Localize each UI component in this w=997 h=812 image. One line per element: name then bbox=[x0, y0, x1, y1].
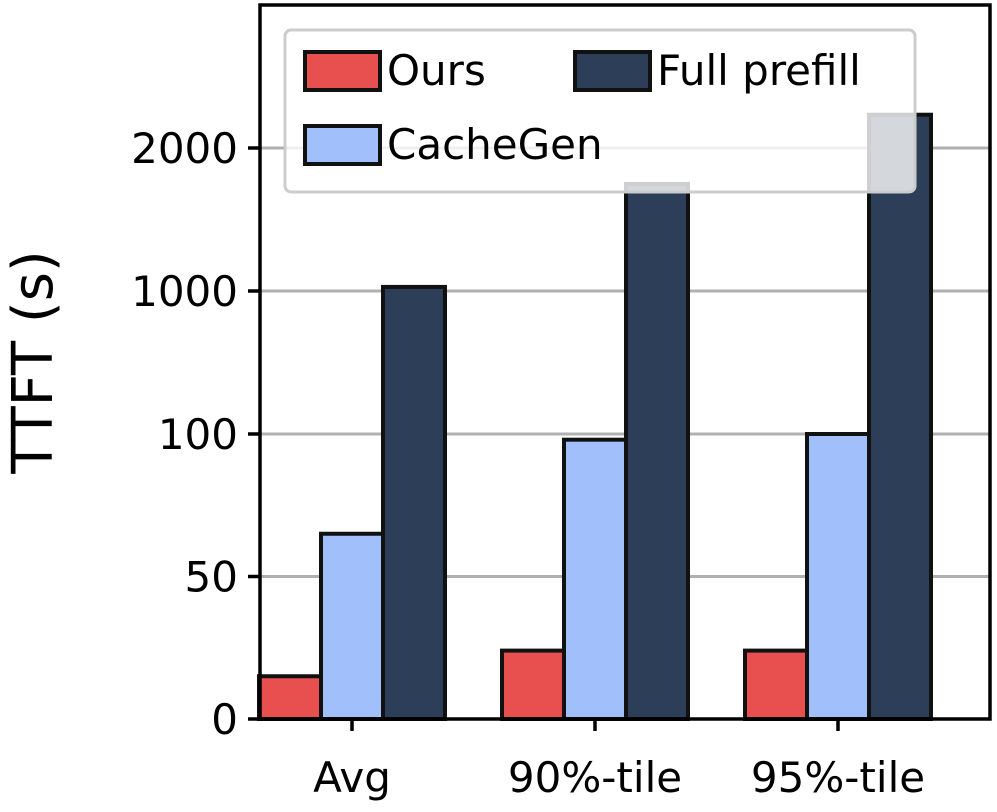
bar-cachegen-2 bbox=[805, 432, 871, 721]
bar-ours-1 bbox=[500, 648, 566, 721]
x-tick-label: 90%-tile bbox=[508, 753, 682, 802]
x-tick-label: 95%-tile bbox=[751, 753, 925, 802]
y-axis-ticks: 0 50 100 1000 2000 bbox=[131, 124, 260, 744]
y-tick-label: 100 bbox=[158, 410, 238, 459]
legend-frame bbox=[283, 28, 917, 194]
bar-full-prefill-1 bbox=[624, 181, 690, 722]
bar-cachegen-1 bbox=[562, 437, 628, 721]
x-tick-label: Avg bbox=[313, 753, 391, 802]
bar-full-prefill-2 bbox=[867, 112, 933, 722]
y-tick-label: 1000 bbox=[131, 267, 238, 316]
legend-swatch-full-prefill bbox=[573, 50, 652, 92]
legend: Ours Full prefill CacheGen bbox=[283, 28, 917, 194]
bar-ours-2 bbox=[743, 648, 809, 721]
y-tick-label: 50 bbox=[185, 553, 238, 602]
legend-swatch-cachegen bbox=[303, 124, 382, 166]
plot-frame bbox=[258, 3, 992, 721]
y-tick-label: 0 bbox=[211, 695, 238, 744]
bar-ours-0 bbox=[257, 674, 323, 721]
bar-full-prefill-0 bbox=[381, 284, 447, 721]
legend-swatch-ours bbox=[303, 50, 382, 92]
bars bbox=[257, 112, 933, 722]
y-axis-label: TTFT (s) bbox=[1, 250, 66, 475]
legend-label-ours: Ours bbox=[387, 46, 486, 95]
y-tick-label: 2000 bbox=[131, 124, 238, 173]
legend-label-full-prefill: Full prefill bbox=[657, 46, 861, 95]
legend-label-cachegen: CacheGen bbox=[387, 120, 603, 169]
x-axis-ticks: Avg 90%-tile 95%-tile bbox=[313, 719, 925, 802]
bar-cachegen-0 bbox=[319, 531, 385, 721]
